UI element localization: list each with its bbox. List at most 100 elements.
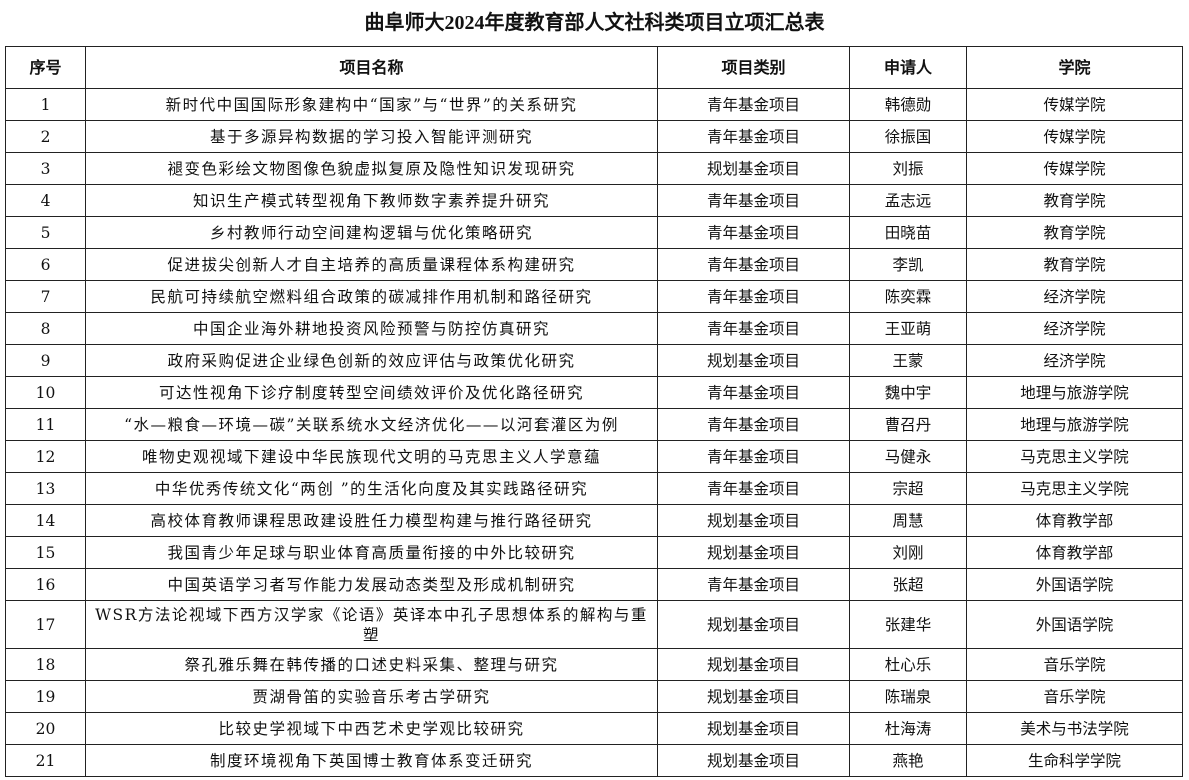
header-college: 学院 <box>966 46 1183 89</box>
applicant: 燕艳 <box>849 744 967 777</box>
project-type: 青年基金项目 <box>657 312 850 345</box>
row-index: 21 <box>5 744 86 777</box>
applicant: 李凯 <box>849 248 967 281</box>
applicant: 张超 <box>849 568 967 601</box>
row-index: 19 <box>5 680 86 713</box>
table-row: 7 民航可持续航空燃料组合政策的碳减排作用机制和路径研究 青年基金项目 陈奕霖 经济学院 <box>5 280 1183 313</box>
table-row: 3 褪变色彩绘文物图像色貌虚拟复原及隐性知识发现研究 规划基金项目 刘振 传媒学院 <box>5 152 1183 185</box>
college: 传媒学院 <box>966 152 1183 185</box>
applicant: 周慧 <box>849 504 967 537</box>
project-name: 中国英语学习者写作能力发展动态类型及形成机制研究 <box>85 568 658 601</box>
college: 经济学院 <box>966 280 1183 313</box>
applicant: 孟志远 <box>849 184 967 217</box>
applicant: 王蒙 <box>849 344 967 377</box>
project-type: 规划基金项目 <box>657 536 850 569</box>
row-index: 15 <box>5 536 86 569</box>
college: 地理与旅游学院 <box>966 408 1183 441</box>
applicant: 魏中宇 <box>849 376 967 409</box>
project-type: 青年基金项目 <box>657 280 850 313</box>
table-header-row: 序号 项目名称 项目类别 申请人 学院 <box>5 46 1183 89</box>
applicant: 杜海涛 <box>849 712 967 745</box>
project-type: 规划基金项目 <box>657 600 850 649</box>
row-index: 13 <box>5 472 86 505</box>
table-row: 2 基于多源异构数据的学习投入智能评测研究 青年基金项目 徐振国 传媒学院 <box>5 120 1183 153</box>
project-type: 青年基金项目 <box>657 216 850 249</box>
project-type: 规划基金项目 <box>657 648 850 681</box>
project-name: 新时代中国国际形象建构中“国家”与“世界”的关系研究 <box>85 88 658 121</box>
row-index: 10 <box>5 376 86 409</box>
project-name: 我国青少年足球与职业体育高质量衔接的中外比较研究 <box>85 536 658 569</box>
college: 音乐学院 <box>966 680 1183 713</box>
table-row: 13 中华优秀传统文化“两创 ”的生活化向度及其实践路径研究 青年基金项目 宗超 马克思… <box>5 472 1183 505</box>
project-type: 青年基金项目 <box>657 440 850 473</box>
project-name: 中国企业海外耕地投资风险预警与防控仿真研究 <box>85 312 658 345</box>
project-name: 唯物史观视域下建设中华民族现代文明的马克思主义人学意蕴 <box>85 440 658 473</box>
project-type: 规划基金项目 <box>657 152 850 185</box>
row-index: 3 <box>5 152 86 185</box>
row-index: 4 <box>5 184 86 217</box>
project-type: 青年基金项目 <box>657 120 850 153</box>
college: 美术与书法学院 <box>966 712 1183 745</box>
college: 教育学院 <box>966 184 1183 217</box>
applicant: 陈瑞泉 <box>849 680 967 713</box>
college: 生命科学学院 <box>966 744 1183 777</box>
table-row: 15 我国青少年足球与职业体育高质量衔接的中外比较研究 规划基金项目 刘刚 体育教学部 <box>5 536 1183 569</box>
row-index: 1 <box>5 88 86 121</box>
applicant: 刘振 <box>849 152 967 185</box>
college: 体育教学部 <box>966 504 1183 537</box>
table-row: 21 制度环境视角下英国博士教育体系变迁研究 规划基金项目 燕艳 生命科学学院 <box>5 744 1183 777</box>
applicant: 马健永 <box>849 440 967 473</box>
project-type: 青年基金项目 <box>657 184 850 217</box>
row-index: 14 <box>5 504 86 537</box>
applicant: 刘刚 <box>849 536 967 569</box>
project-name: 制度环境视角下英国博士教育体系变迁研究 <box>85 744 658 777</box>
project-name: 高校体育教师课程思政建设胜任力模型构建与推行路径研究 <box>85 504 658 537</box>
college: 地理与旅游学院 <box>966 376 1183 409</box>
table-row: 11 “水—粮食—环境—碳”关联系统水文经济优化——以河套灌区为例 青年基金项目 曹召… <box>5 408 1183 441</box>
project-type: 规划基金项目 <box>657 680 850 713</box>
row-index: 2 <box>5 120 86 153</box>
header-project-type: 项目类别 <box>657 46 850 89</box>
project-name: 比较史学视域下中西艺术史学观比较研究 <box>85 712 658 745</box>
row-index: 7 <box>5 280 86 313</box>
college: 教育学院 <box>966 248 1183 281</box>
applicant: 曹召丹 <box>849 408 967 441</box>
college: 音乐学院 <box>966 648 1183 681</box>
table-row: 16 中国英语学习者写作能力发展动态类型及形成机制研究 青年基金项目 张超 外国语学院 <box>5 568 1183 601</box>
applicant: 韩德勋 <box>849 88 967 121</box>
row-index: 17 <box>5 600 86 649</box>
college: 外国语学院 <box>966 568 1183 601</box>
project-name: 贾湖骨笛的实验音乐考古学研究 <box>85 680 658 713</box>
table-row: 4 知识生产模式转型视角下教师数字素养提升研究 青年基金项目 孟志远 教育学院 <box>5 184 1183 217</box>
college: 外国语学院 <box>966 600 1183 649</box>
table-row: 6 促进拔尖创新人才自主培养的高质量课程体系构建研究 青年基金项目 李凯 教育学院 <box>5 248 1183 281</box>
table-row: 1 新时代中国国际形象建构中“国家”与“世界”的关系研究 青年基金项目 韩德勋 传媒学院 <box>5 88 1183 121</box>
row-index: 16 <box>5 568 86 601</box>
project-name: 褪变色彩绘文物图像色貌虚拟复原及隐性知识发现研究 <box>85 152 658 185</box>
college: 经济学院 <box>966 344 1183 377</box>
college: 经济学院 <box>966 312 1183 345</box>
college: 传媒学院 <box>966 88 1183 121</box>
applicant: 徐振国 <box>849 120 967 153</box>
applicant: 宗超 <box>849 472 967 505</box>
applicant: 杜心乐 <box>849 648 967 681</box>
row-index: 11 <box>5 408 86 441</box>
project-type: 规划基金项目 <box>657 744 850 777</box>
college: 马克思主义学院 <box>966 440 1183 473</box>
applicant: 王亚萌 <box>849 312 967 345</box>
table-row: 8 中国企业海外耕地投资风险预警与防控仿真研究 青年基金项目 王亚萌 经济学院 <box>5 312 1183 345</box>
project-name: 祭孔雅乐舞在韩传播的口述史料采集、整理与研究 <box>85 648 658 681</box>
applicant: 田晓苗 <box>849 216 967 249</box>
table-row: 17 WSR方法论视域下西方汉学家《论语》英译本中孔子思想体系的解构与重塑 规划基金… <box>5 600 1183 649</box>
project-summary-table: 序号 项目名称 项目类别 申请人 学院 1 新时代中国国际形象建构中“国家”与“世… <box>5 46 1183 777</box>
applicant: 张建华 <box>849 600 967 649</box>
college: 马克思主义学院 <box>966 472 1183 505</box>
project-name: 基于多源异构数据的学习投入智能评测研究 <box>85 120 658 153</box>
project-type: 青年基金项目 <box>657 376 850 409</box>
table-row: 20 比较史学视域下中西艺术史学观比较研究 规划基金项目 杜海涛 美术与书法学院 <box>5 712 1183 745</box>
header-applicant: 申请人 <box>849 46 967 89</box>
project-name: “水—粮食—环境—碳”关联系统水文经济优化——以河套灌区为例 <box>85 408 658 441</box>
document-title: 曲阜师大2024年度教育部人文社科类项目立项汇总表 <box>364 12 825 34</box>
table-row: 14 高校体育教师课程思政建设胜任力模型构建与推行路径研究 规划基金项目 周慧 体育教学… <box>5 504 1183 537</box>
project-type: 青年基金项目 <box>657 248 850 281</box>
